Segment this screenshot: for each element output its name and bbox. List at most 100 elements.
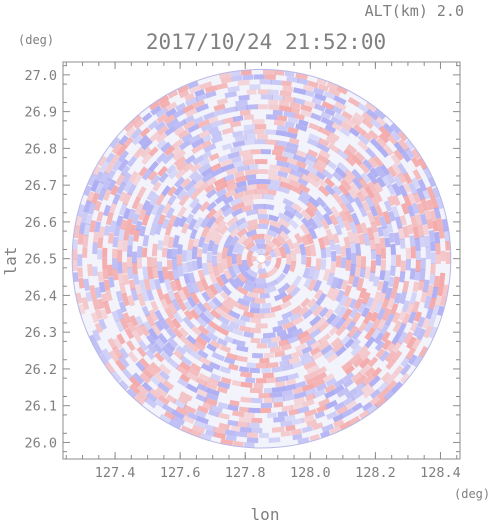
field-cell bbox=[310, 350, 324, 362]
field-cell bbox=[282, 394, 296, 402]
field-cell bbox=[359, 163, 370, 174]
field-cell bbox=[278, 300, 292, 310]
field-cell bbox=[197, 162, 212, 174]
field-cell bbox=[386, 133, 399, 146]
field-cell bbox=[241, 204, 253, 213]
field-cell bbox=[231, 75, 243, 82]
field-cell bbox=[158, 370, 170, 381]
field-cell bbox=[153, 397, 166, 409]
field-cell bbox=[250, 337, 261, 344]
field-cell bbox=[286, 335, 300, 345]
field-cell bbox=[271, 237, 283, 248]
field-cell bbox=[140, 138, 153, 151]
field-cell bbox=[264, 250, 271, 257]
field-cell bbox=[123, 180, 133, 193]
field-cell bbox=[208, 126, 220, 135]
field-cell bbox=[416, 328, 426, 341]
field-cell bbox=[212, 207, 225, 220]
field-cell bbox=[215, 82, 228, 91]
field-cell bbox=[247, 291, 259, 299]
field-cell bbox=[130, 127, 143, 140]
field-cell bbox=[264, 311, 276, 319]
field-cell bbox=[281, 364, 294, 372]
field-cell bbox=[182, 415, 195, 425]
field-cell bbox=[236, 345, 249, 353]
field-cell bbox=[152, 266, 159, 279]
field-cell bbox=[336, 85, 348, 95]
field-cell bbox=[385, 380, 398, 392]
field-cell bbox=[226, 255, 233, 269]
field-cell bbox=[141, 289, 150, 302]
field-cell bbox=[325, 246, 332, 258]
field-cell bbox=[214, 233, 223, 245]
field-cell bbox=[210, 373, 222, 382]
field-cell bbox=[338, 201, 350, 215]
field-cell bbox=[196, 383, 210, 393]
field-cell bbox=[197, 269, 206, 281]
field-cell bbox=[178, 215, 188, 228]
field-cell bbox=[122, 312, 132, 324]
field-cell bbox=[343, 117, 356, 128]
field-cell bbox=[167, 301, 178, 315]
field-cell bbox=[112, 268, 119, 281]
field-cell bbox=[375, 254, 382, 266]
field-cell bbox=[188, 272, 196, 284]
field-cell bbox=[219, 224, 229, 236]
field-cell bbox=[330, 206, 341, 219]
field-cell bbox=[414, 270, 421, 281]
field-cell bbox=[141, 247, 148, 258]
field-cell bbox=[249, 149, 262, 155]
field-cell bbox=[416, 316, 426, 328]
field-cell bbox=[400, 150, 412, 163]
field-cell bbox=[281, 293, 293, 304]
field-cell bbox=[220, 158, 233, 167]
field-cell bbox=[256, 343, 268, 349]
field-cell bbox=[231, 379, 242, 387]
field-cell bbox=[303, 89, 315, 98]
field-cell bbox=[373, 332, 385, 345]
field-cell bbox=[294, 232, 304, 244]
field-cell bbox=[321, 169, 334, 180]
field-cell bbox=[306, 165, 319, 175]
field-cell bbox=[195, 316, 208, 328]
field-cell bbox=[246, 224, 259, 232]
field-cell bbox=[78, 222, 86, 234]
field-cell bbox=[349, 338, 361, 350]
field-cell bbox=[186, 248, 193, 261]
field-cell bbox=[381, 307, 392, 321]
field-cell bbox=[335, 244, 342, 255]
field-cell bbox=[354, 374, 368, 386]
field-cell bbox=[166, 248, 173, 259]
field-cell bbox=[214, 214, 225, 225]
field-cell bbox=[171, 257, 178, 270]
x-axis-title: lon bbox=[251, 505, 280, 521]
field-cell bbox=[363, 233, 371, 246]
field-cell bbox=[316, 404, 328, 414]
field-cell bbox=[330, 250, 337, 262]
field-cell bbox=[380, 259, 387, 271]
field-cell bbox=[316, 154, 331, 165]
field-cell bbox=[410, 216, 418, 230]
field-cell bbox=[412, 326, 422, 338]
field-cell bbox=[131, 134, 143, 146]
field-cell bbox=[277, 282, 291, 295]
field-cell bbox=[102, 300, 112, 315]
field-cell bbox=[263, 203, 275, 211]
field-cell bbox=[241, 199, 254, 207]
field-cell bbox=[445, 251, 451, 265]
field-cell bbox=[259, 407, 272, 414]
field-cell bbox=[217, 401, 228, 410]
field-cell bbox=[216, 412, 230, 420]
field-cell bbox=[320, 111, 332, 120]
field-cell bbox=[304, 153, 319, 164]
field-cell bbox=[107, 337, 118, 350]
field-cell bbox=[270, 335, 283, 343]
field-cell bbox=[326, 159, 338, 170]
y-tick-label: 27.0 bbox=[24, 68, 57, 84]
field-cell bbox=[107, 179, 117, 191]
field-cell bbox=[288, 286, 301, 299]
field-cell bbox=[290, 169, 304, 179]
y-tick-label: 26.8 bbox=[24, 141, 57, 157]
field-cell bbox=[384, 350, 397, 363]
field-cell bbox=[344, 365, 355, 375]
